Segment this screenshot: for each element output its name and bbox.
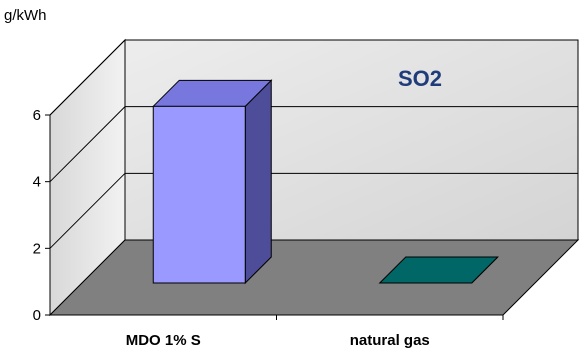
gridline	[49, 106, 578, 183]
y-tick-label: 2	[33, 240, 41, 257]
bar-top-face	[378, 256, 499, 284]
gridline	[49, 172, 578, 249]
y-tick-label: 0	[33, 307, 41, 324]
x-tick-label: MDO 1% S	[126, 332, 201, 349]
y-axis-label: g/kWh	[4, 7, 47, 24]
chart-floor	[48, 239, 580, 316]
gridline	[49, 39, 578, 116]
chart-title: SO2	[398, 66, 442, 91]
bar-side-face	[244, 79, 272, 285]
y-tick-label: 6	[33, 107, 41, 124]
y-tick-label: 4	[33, 174, 41, 191]
bar-front-face	[152, 105, 246, 284]
bar	[378, 256, 499, 284]
x-tick-label: natural gas	[350, 332, 430, 349]
bar	[152, 79, 273, 285]
